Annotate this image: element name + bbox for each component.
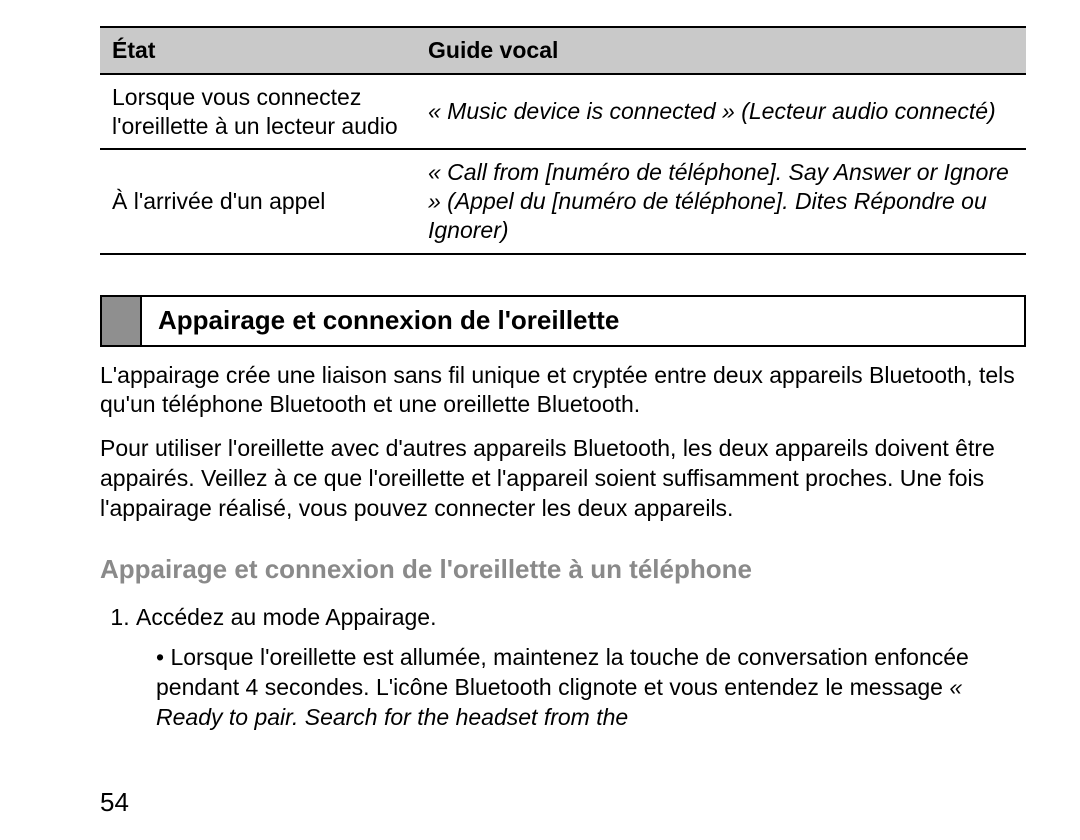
table-cell-state: À l'arrivée d'un appel: [100, 149, 416, 253]
substep-item: Lorsque l'oreillette est allumée, mainte…: [156, 643, 1026, 733]
table-row: Lorsque vous connectez l'oreillette à un…: [100, 74, 1026, 150]
substep-list: Lorsque l'oreillette est allumée, mainte…: [136, 643, 1026, 733]
col-header-voice: Guide vocal: [416, 27, 1026, 74]
steps-list: Accédez au mode Appairage. Lorsque l'ore…: [100, 603, 1026, 733]
manual-page: État Guide vocal Lorsque vous connectez …: [0, 0, 1080, 840]
section-title: Appairage et connexion de l'oreillette: [142, 297, 1024, 345]
voice-guide-table: État Guide vocal Lorsque vous connectez …: [100, 26, 1026, 255]
table-cell-state: Lorsque vous connectez l'oreillette à un…: [100, 74, 416, 150]
paragraph: Pour utiliser l'oreillette avec d'autres…: [100, 434, 1026, 524]
page-number: 54: [100, 787, 129, 818]
step-text: Accédez au mode Appairage.: [136, 604, 436, 630]
table-header-row: État Guide vocal: [100, 27, 1026, 74]
substep-text: Lorsque l'oreillette est allumée, mainte…: [156, 644, 969, 700]
table-row: À l'arrivée d'un appel « Call from [numé…: [100, 149, 1026, 253]
table-cell-voice: « Call from [numéro de téléphone]. Say A…: [416, 149, 1026, 253]
step-item: Accédez au mode Appairage. Lorsque l'ore…: [136, 603, 1026, 733]
section-heading-tab: [102, 297, 142, 345]
subsection-title: Appairage et connexion de l'oreillette à…: [100, 554, 1026, 585]
section-heading-box: Appairage et connexion de l'oreillette: [100, 295, 1026, 347]
paragraph: L'appairage crée une liaison sans fil un…: [100, 361, 1026, 421]
col-header-state: État: [100, 27, 416, 74]
table-cell-voice: « Music device is connected » (Lecteur a…: [416, 74, 1026, 150]
